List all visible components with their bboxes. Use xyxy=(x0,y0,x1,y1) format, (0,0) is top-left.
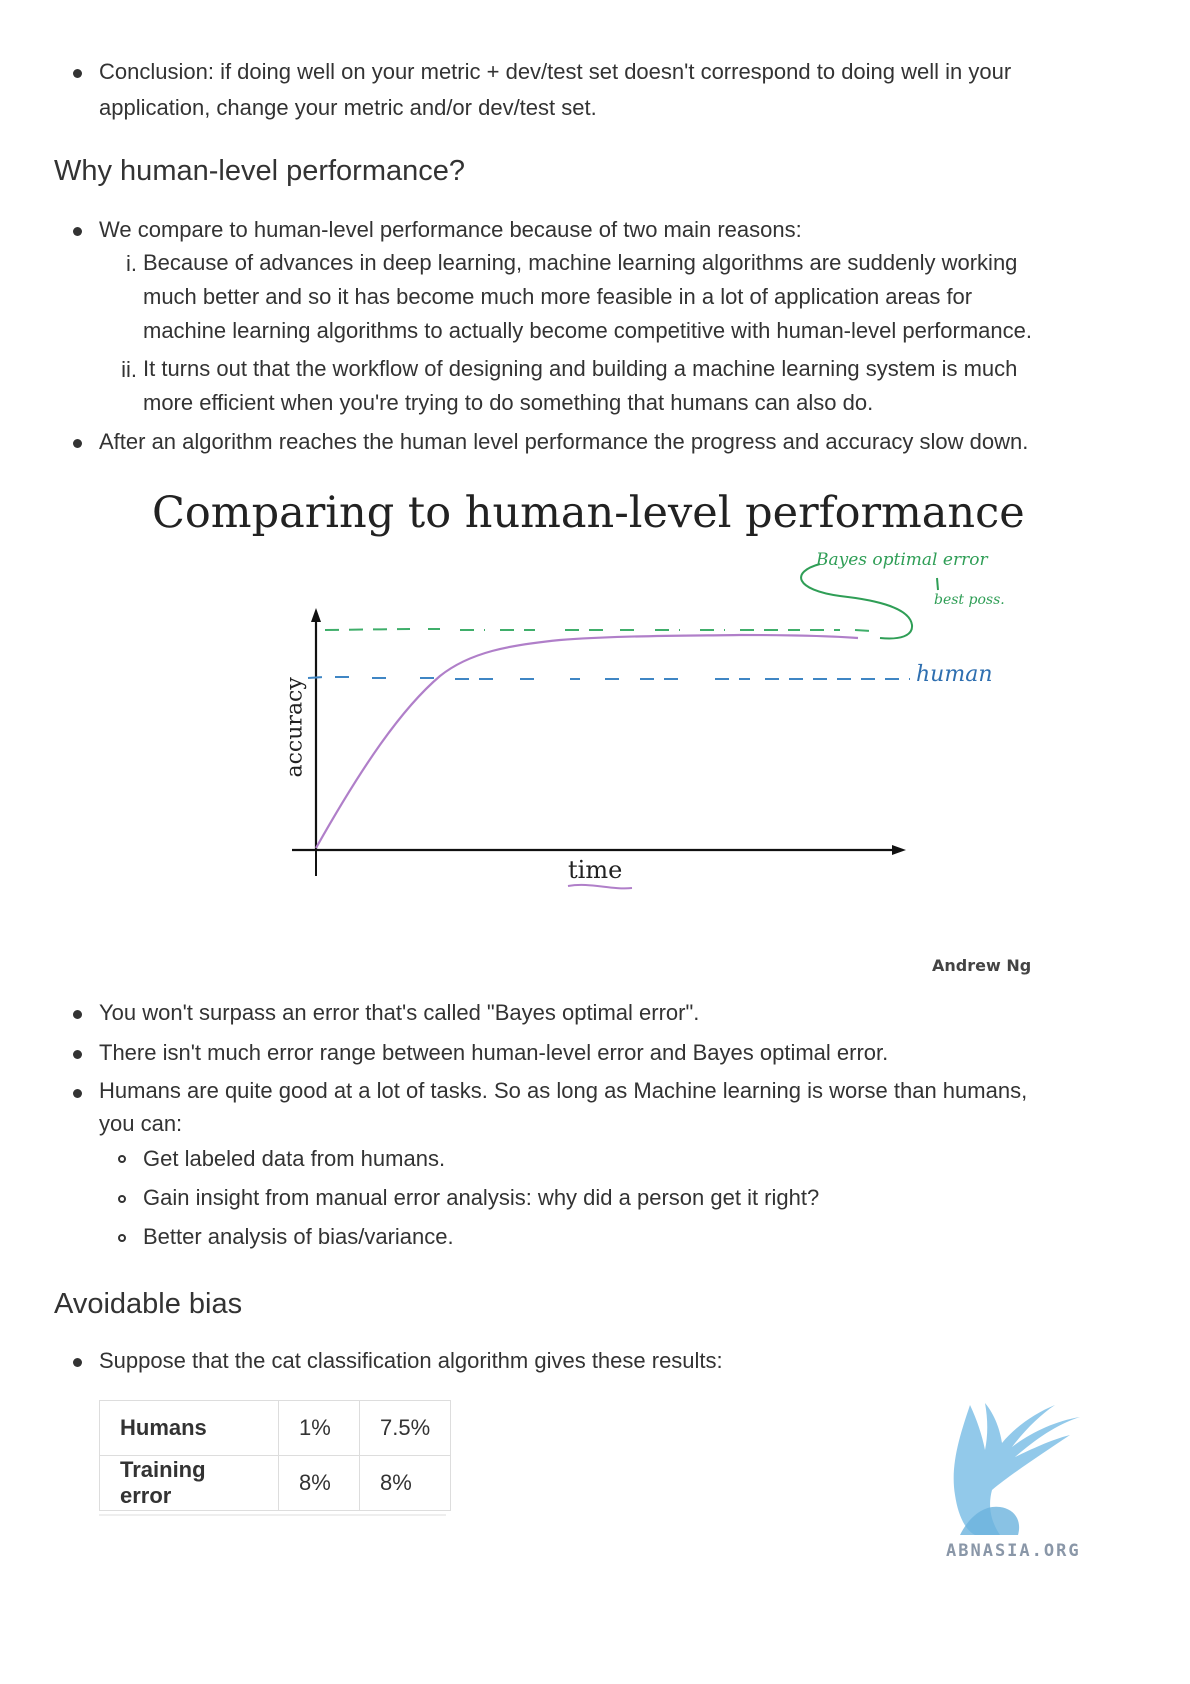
conclusion-line-2: application, change your metric and/or d… xyxy=(99,95,597,120)
y-axis-arrow-icon xyxy=(311,608,321,622)
conclusion-text: Conclusion: if doing well on your metric… xyxy=(99,54,1099,126)
griffin-logo-icon xyxy=(953,1403,1080,1535)
table-cell: 7.5% xyxy=(358,1400,452,1456)
bayes-annotation-curve xyxy=(800,563,914,640)
y-axis-label: accuracy xyxy=(282,677,308,778)
table-cell: 1% xyxy=(278,1400,360,1456)
sub-bullet-circle xyxy=(118,1234,126,1242)
error-range-bullet-text: There isn't much error range between hum… xyxy=(99,1040,889,1065)
reason-1: Because of advances in deep learning, ma… xyxy=(143,246,1103,348)
reason-1-line: Because of advances in deep learning, ma… xyxy=(143,250,1018,275)
humans-good-text: Humans are quite good at a lot of tasks.… xyxy=(99,1074,1099,1140)
bayes-bullet-text: You won't surpass an error that's called… xyxy=(99,1000,700,1025)
watermark-logo: ABNASIA.ORG xyxy=(930,1395,1110,1565)
reason-2: It turns out that the workflow of design… xyxy=(143,352,1103,420)
bullet-dot xyxy=(73,69,82,78)
x-axis-label: time xyxy=(568,856,623,884)
bayes-optimal-line xyxy=(324,628,871,632)
table-cell: 8% xyxy=(358,1455,452,1511)
table-cell-label: Training error xyxy=(99,1455,279,1511)
bullet-dot xyxy=(73,1358,82,1367)
conclusion-line-1: Conclusion: if doing well on your metric… xyxy=(99,59,1012,84)
bullet-dot xyxy=(73,1010,82,1019)
reason-1-line: machine learning algorithms to actually … xyxy=(143,318,1032,343)
human-intro-text: We compare to human-level performance be… xyxy=(99,217,802,242)
human-annotation: human xyxy=(916,662,993,687)
reason-1-line: much better and so it has become much mo… xyxy=(143,284,973,309)
table-bottom-rule xyxy=(99,1514,446,1516)
humans-good-line-2: you can: xyxy=(99,1111,183,1136)
bayes-optimal-annotation: Bayes optimal error xyxy=(816,550,988,570)
bayes-annotation-pointer xyxy=(936,577,939,591)
after-human-level-text: After an algorithm reaches the human lev… xyxy=(99,429,1029,454)
best-possible-annotation: best poss. xyxy=(934,592,1005,608)
list-marker-i: i. xyxy=(126,251,137,276)
time-underline xyxy=(567,883,633,890)
subitem-bias-variance: Better analysis of bias/variance. xyxy=(143,1224,454,1249)
section-heading-avoidable-bias: Avoidable bias xyxy=(54,1288,243,1320)
subitem-labeled-data: Get labeled data from humans. xyxy=(143,1146,446,1171)
figure-title: Comparing to human-level performance xyxy=(152,488,1025,538)
sub-bullet-circle xyxy=(118,1195,126,1203)
table-cell-label: Humans xyxy=(99,1400,279,1456)
section-heading-human-level: Why human-level performance? xyxy=(54,155,466,187)
figure-plot xyxy=(292,563,939,890)
bullet-dot xyxy=(73,439,82,448)
reason-2-line: more efficient when you're trying to do … xyxy=(143,390,874,415)
watermark-text: ABNASIA.ORG xyxy=(946,1541,1081,1561)
bias-intro-text: Suppose that the cat classification algo… xyxy=(99,1348,723,1373)
lecture-figure: Comparing to human-level performance acc… xyxy=(140,480,1040,1000)
bullet-dot xyxy=(73,1089,82,1098)
x-axis-arrow-icon xyxy=(892,845,906,855)
sub-bullet-circle xyxy=(118,1155,126,1163)
table-row: Training error 8% 8% xyxy=(99,1455,452,1511)
reason-2-line: It turns out that the workflow of design… xyxy=(143,356,1018,381)
table-row: Humans 1% 7.5% xyxy=(99,1400,452,1456)
bullet-dot xyxy=(73,227,82,236)
bullet-dot xyxy=(73,1050,82,1059)
humans-good-line-1: Humans are quite good at a lot of tasks.… xyxy=(99,1078,1028,1103)
accuracy-curve xyxy=(315,633,859,849)
figure-credit: Andrew Ng xyxy=(932,956,1032,975)
human-level-line xyxy=(307,676,910,680)
results-table: Humans 1% 7.5% Training error 8% 8% xyxy=(99,1400,452,1511)
list-marker-ii: ii. xyxy=(121,357,137,382)
table-cell: 8% xyxy=(278,1455,360,1511)
subitem-insight: Gain insight from manual error analysis:… xyxy=(143,1185,820,1210)
